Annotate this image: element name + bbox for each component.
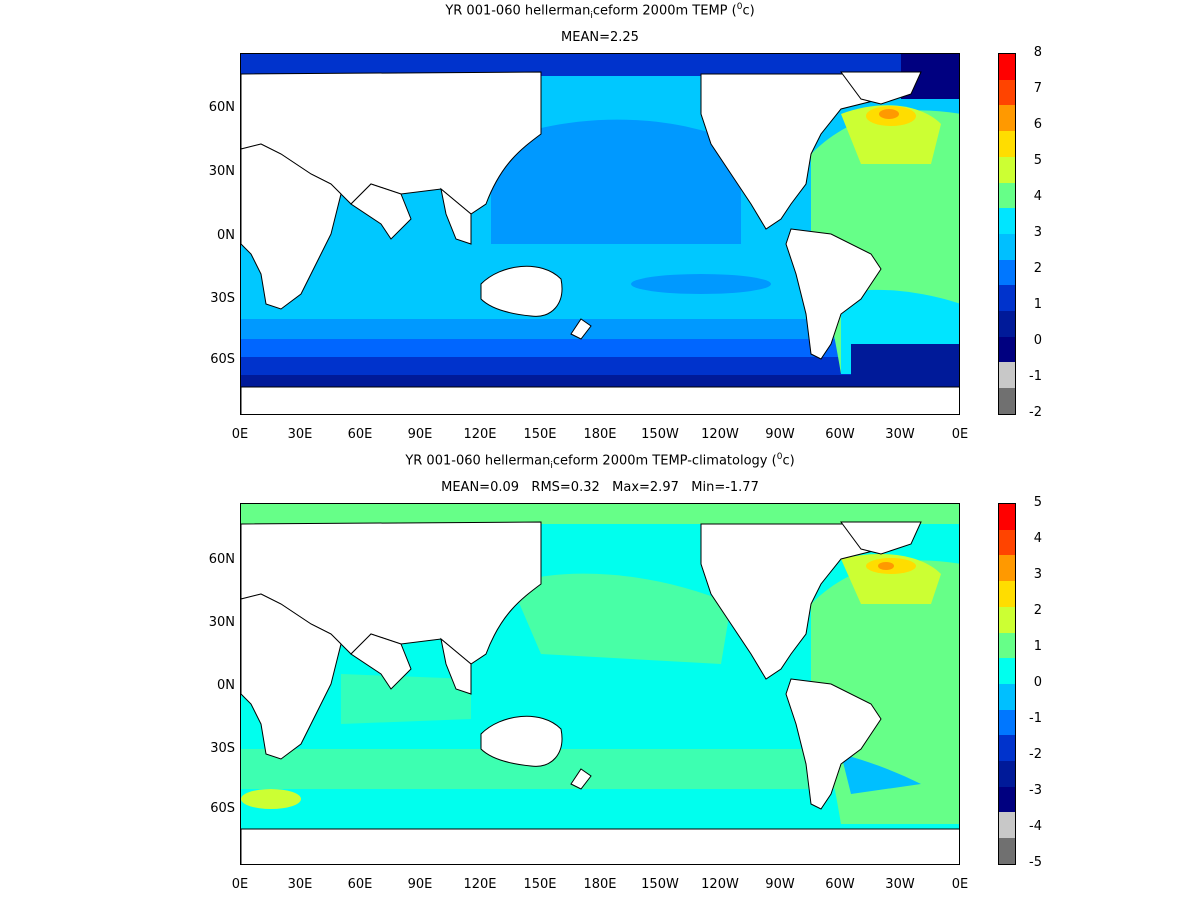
lon-label: 30E [287,877,313,892]
colorbar-tick-label: 7 [1033,81,1042,96]
lon-label: 60E [347,427,373,442]
colorbar-tick-label: 8 [1033,45,1042,60]
lon-label: 60W [825,427,855,442]
lon-label: 120W [701,877,739,892]
lon-label: 60E [347,877,373,892]
lat-label-60n: 60N [208,100,235,115]
map-stats-2: MEAN=0.09 RMS=0.32 Max=2.97 Min=-1.77 [441,480,759,495]
lon-label: 120E [463,427,497,442]
lat-label-0n: 0N [217,678,235,693]
lon-label: 90W [765,427,795,442]
colorbar-tick-label: 4 [1033,189,1042,204]
colorbar-2 [998,503,1016,865]
lat-label-60n: 60N [208,552,235,567]
map-title-2: YR 001-060 hellermaniceform 2000m TEMP-c… [405,452,795,471]
colorbar-segment [999,555,1015,582]
colorbar-tick-label: 3 [1033,567,1042,582]
lat-label-30s: 30S [210,291,235,306]
colorbar-segment [999,182,1015,209]
lon-label: 0E [951,877,969,892]
colorbar-segment [999,233,1015,260]
colorbar-tick-label: -2 [1029,405,1042,420]
colorbar-segment [999,606,1015,633]
colorbar-segment [999,632,1015,659]
lat-label-30n: 30N [208,615,235,630]
colorbar-tick-label: 3 [1033,225,1042,240]
colorbar-segment [999,311,1015,337]
colorbar-segment [999,131,1015,157]
colorbar-tick-label: -1 [1029,369,1042,384]
lat-label-60s: 60S [210,801,235,816]
temperature-map-1 [240,53,960,415]
lat-label-60s: 60S [210,352,235,367]
colorbar-segment [999,156,1015,183]
colorbar-tick-label: 0 [1033,675,1042,690]
colorbar-tick-label: -4 [1029,819,1042,834]
colorbar-segment [999,504,1015,530]
lon-label: 0E [951,427,969,442]
lon-label: 60W [825,877,855,892]
lon-label: 90E [407,877,433,892]
lon-label: 150W [641,427,679,442]
colorbar-tick-label: -3 [1029,783,1042,798]
lon-label: 0E [231,877,249,892]
map-title-1: YR 001-060 hellermaniceform 2000m TEMP (… [445,2,755,21]
map-stats-1: MEAN=2.25 [561,30,639,45]
colorbar-segment [999,105,1015,132]
lon-label: 30E [287,427,313,442]
colorbar-segment [999,735,1015,762]
lon-label: 150W [641,877,679,892]
colorbar-tick-label: 0 [1033,333,1042,348]
colorbar-segment [999,709,1015,736]
colorbar-tick-label: -5 [1029,855,1042,870]
lon-label: 180E [583,877,617,892]
colorbar-tick-label: 4 [1033,531,1042,546]
colorbar-segment [999,838,1015,864]
colorbar-segment [999,362,1015,389]
colorbar-segment [999,658,1015,684]
colorbar-1 [998,53,1016,415]
colorbar-segment [999,761,1015,787]
lon-label: 150E [523,877,557,892]
lon-label: 0E [231,427,249,442]
colorbar-segment [999,812,1015,839]
colorbar-segment [999,529,1015,556]
lon-label: 90W [765,877,795,892]
lat-label-30n: 30N [208,164,235,179]
colorbar-segment [999,388,1015,414]
lon-label: 120W [701,427,739,442]
colorbar-tick-label: -2 [1029,747,1042,762]
colorbar-segment [999,581,1015,607]
lat-label-0n: 0N [217,228,235,243]
colorbar-tick-label: 6 [1033,117,1042,132]
lon-label: 30W [885,877,915,892]
lon-label: 150E [523,427,557,442]
lat-label-30s: 30S [210,741,235,756]
colorbar-tick-label: 1 [1033,297,1042,312]
colorbar-tick-label: 2 [1033,261,1042,276]
lon-label: 180E [583,427,617,442]
colorbar-segment [999,259,1015,286]
colorbar-segment [999,208,1015,234]
colorbar-segment [999,786,1015,813]
lon-label: 30W [885,427,915,442]
colorbar-segment [999,683,1015,710]
colorbar-tick-label: 1 [1033,639,1042,654]
temperature-anomaly-map-2 [240,503,960,865]
colorbar-tick-label: 5 [1033,495,1042,510]
colorbar-tick-label: 2 [1033,603,1042,618]
colorbar-segment [999,336,1015,363]
colorbar-tick-label: 5 [1033,153,1042,168]
lon-label: 120E [463,877,497,892]
colorbar-segment [999,79,1015,106]
colorbar-segment [999,54,1015,80]
colorbar-tick-label: -1 [1029,711,1042,726]
colorbar-segment [999,285,1015,312]
lon-label: 90E [407,427,433,442]
